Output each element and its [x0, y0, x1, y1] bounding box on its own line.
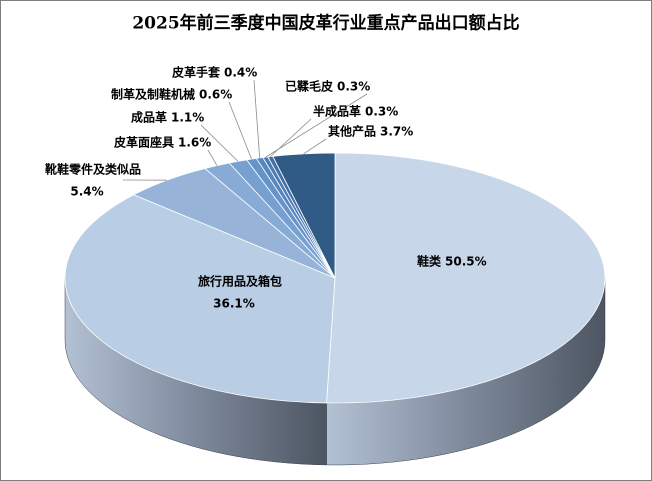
- data-label-value: 50.5%: [445, 255, 487, 269]
- leader-line: [200, 124, 239, 162]
- leader-line: [303, 138, 327, 155]
- data-label-name: 皮革手套: [171, 65, 221, 80]
- data-label-value: 36.1%: [213, 297, 255, 311]
- data-label-name: 制革及制鞋机械: [111, 87, 195, 102]
- data-label-value: 0.4%: [224, 66, 257, 80]
- data-label-value: 0.6%: [199, 88, 232, 102]
- slice: [272, 152, 336, 279]
- data-label-value: 5.4%: [70, 185, 103, 199]
- leader-line: [228, 101, 252, 160]
- data-label-name: 半成品革: [313, 104, 361, 119]
- data-label-name: 成品革: [131, 110, 167, 125]
- leader-line: [253, 79, 261, 158]
- leader-line: [265, 93, 368, 158]
- slice: [64, 194, 336, 404]
- leader-line: [270, 118, 312, 157]
- data-label-value: 0.3%: [337, 80, 370, 94]
- data-label-name: 皮革面座具: [113, 135, 174, 150]
- data-label-name: 其他产品: [328, 124, 376, 139]
- data-label-name: 已鞣毛皮: [285, 79, 333, 94]
- chart-title: 2025年前三季度中国皮革行业重点产品出口额占比: [132, 13, 519, 34]
- data-label-value: 1.1%: [171, 111, 204, 125]
- leader-line: [207, 149, 218, 166]
- data-label-value: 1.6%: [178, 136, 211, 150]
- data-label-name: 靴鞋零件及类似品: [45, 162, 141, 177]
- data-label-value: 0.3%: [365, 105, 398, 119]
- data-label-value: 3.7%: [380, 125, 413, 139]
- data-label-name: 旅行用品及箱包: [198, 274, 282, 289]
- data-label-name: 鞋类: [417, 254, 442, 269]
- slice: [326, 152, 606, 404]
